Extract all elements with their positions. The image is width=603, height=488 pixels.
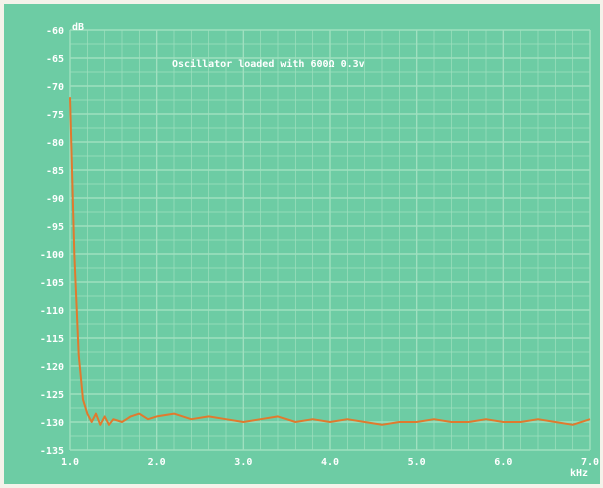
y-tick-label: -75 bbox=[46, 110, 64, 121]
y-tick-label: -105 bbox=[40, 278, 64, 289]
chart-title: Oscillator loaded with 600Ω 0.3v bbox=[172, 58, 365, 70]
x-tick-label: 7.0 bbox=[581, 457, 599, 468]
y-tick-label: -130 bbox=[40, 418, 64, 429]
x-tick-label: 5.0 bbox=[408, 457, 426, 468]
y-tick-label: -65 bbox=[46, 54, 64, 65]
y-tick-label: -110 bbox=[40, 306, 64, 317]
y-axis-ticks: -60 -65 -70 -75 -80 -85 -90 -95 -100 -105 -110 -115… bbox=[40, 26, 64, 457]
y-tick-label: -60 bbox=[46, 26, 64, 37]
y-tick-label: -100 bbox=[40, 250, 64, 261]
grid bbox=[69, 29, 591, 451]
y-axis-label: dB bbox=[72, 22, 84, 33]
x-tick-label: 1.0 bbox=[61, 457, 79, 468]
line-chart: -60 -65 -70 -75 -80 -85 -90 -95 -100 -105 -110 -115… bbox=[40, 22, 599, 479]
series-line bbox=[69, 97, 591, 426]
y-tick-label: -125 bbox=[40, 390, 64, 401]
series-group bbox=[69, 97, 591, 426]
y-tick-label: -115 bbox=[40, 334, 64, 345]
y-tick-label: -120 bbox=[40, 362, 64, 373]
y-tick-label: -90 bbox=[46, 194, 64, 205]
x-axis-ticks: 1.0 2.0 3.0 4.0 5.0 6.0 7.0 bbox=[61, 457, 599, 468]
y-tick-label: -70 bbox=[46, 82, 64, 93]
x-tick-label: 6.0 bbox=[494, 457, 512, 468]
y-tick-label: -135 bbox=[40, 446, 64, 457]
x-tick-label: 2.0 bbox=[148, 457, 166, 468]
x-tick-label: 4.0 bbox=[321, 457, 339, 468]
y-tick-label: -80 bbox=[46, 138, 64, 149]
y-tick-label: -85 bbox=[46, 166, 64, 177]
y-tick-label: -95 bbox=[46, 222, 64, 233]
chart-panel: -60 -65 -70 -75 -80 -85 -90 -95 -100 -105 -110 -115… bbox=[4, 4, 600, 484]
x-tick-label: 3.0 bbox=[234, 457, 252, 468]
x-axis-label: kHz bbox=[570, 468, 588, 479]
